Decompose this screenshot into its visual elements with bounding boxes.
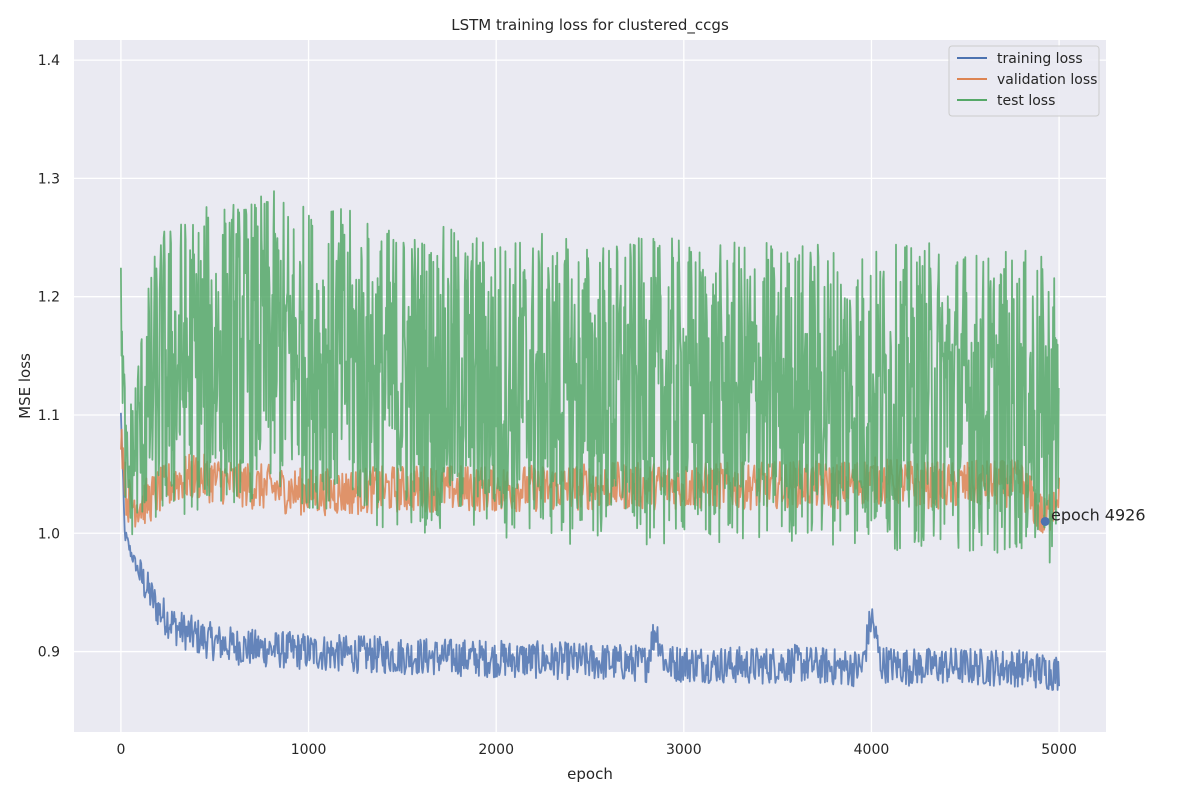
legend: training loss validation loss test loss bbox=[948, 45, 1100, 117]
x-tick-label: 5000 bbox=[1041, 742, 1077, 758]
y-tick-label: 1.3 bbox=[38, 171, 60, 187]
marker-layer bbox=[1040, 516, 1050, 526]
series-layer bbox=[120, 190, 1060, 691]
x-tick-label: 0 bbox=[116, 742, 125, 758]
legend-label: training loss bbox=[997, 51, 1083, 67]
best-epoch-marker bbox=[1040, 516, 1050, 526]
y-axis-label: MSE loss bbox=[16, 353, 34, 419]
series-line-0 bbox=[120, 412, 1060, 691]
y-tick-label: 0.9 bbox=[38, 645, 60, 661]
y-tick-label: 1.4 bbox=[38, 53, 60, 69]
legend-label: validation loss bbox=[997, 72, 1097, 88]
tick-labels: 0 1000 2000 3000 4000 5000 0.9 1.0 1.1 1.2 1.3 1.4 bbox=[38, 53, 1077, 758]
x-axis-label: epoch bbox=[567, 765, 613, 783]
legend-box bbox=[948, 45, 1100, 117]
x-tick-label: 4000 bbox=[854, 742, 890, 758]
x-tick-label: 3000 bbox=[666, 742, 702, 758]
y-tick-label: 1.0 bbox=[38, 526, 60, 542]
y-tick-label: 1.1 bbox=[38, 408, 60, 424]
x-tick-label: 1000 bbox=[291, 742, 327, 758]
y-tick-label: 1.2 bbox=[38, 290, 60, 306]
x-tick-label: 2000 bbox=[478, 742, 514, 758]
legend-label: test loss bbox=[997, 93, 1055, 109]
chart-title: LSTM training loss for clustered_ccgs bbox=[451, 16, 729, 35]
series-line-2 bbox=[120, 190, 1060, 564]
epoch-annotation: epoch 4926 bbox=[1051, 505, 1146, 524]
